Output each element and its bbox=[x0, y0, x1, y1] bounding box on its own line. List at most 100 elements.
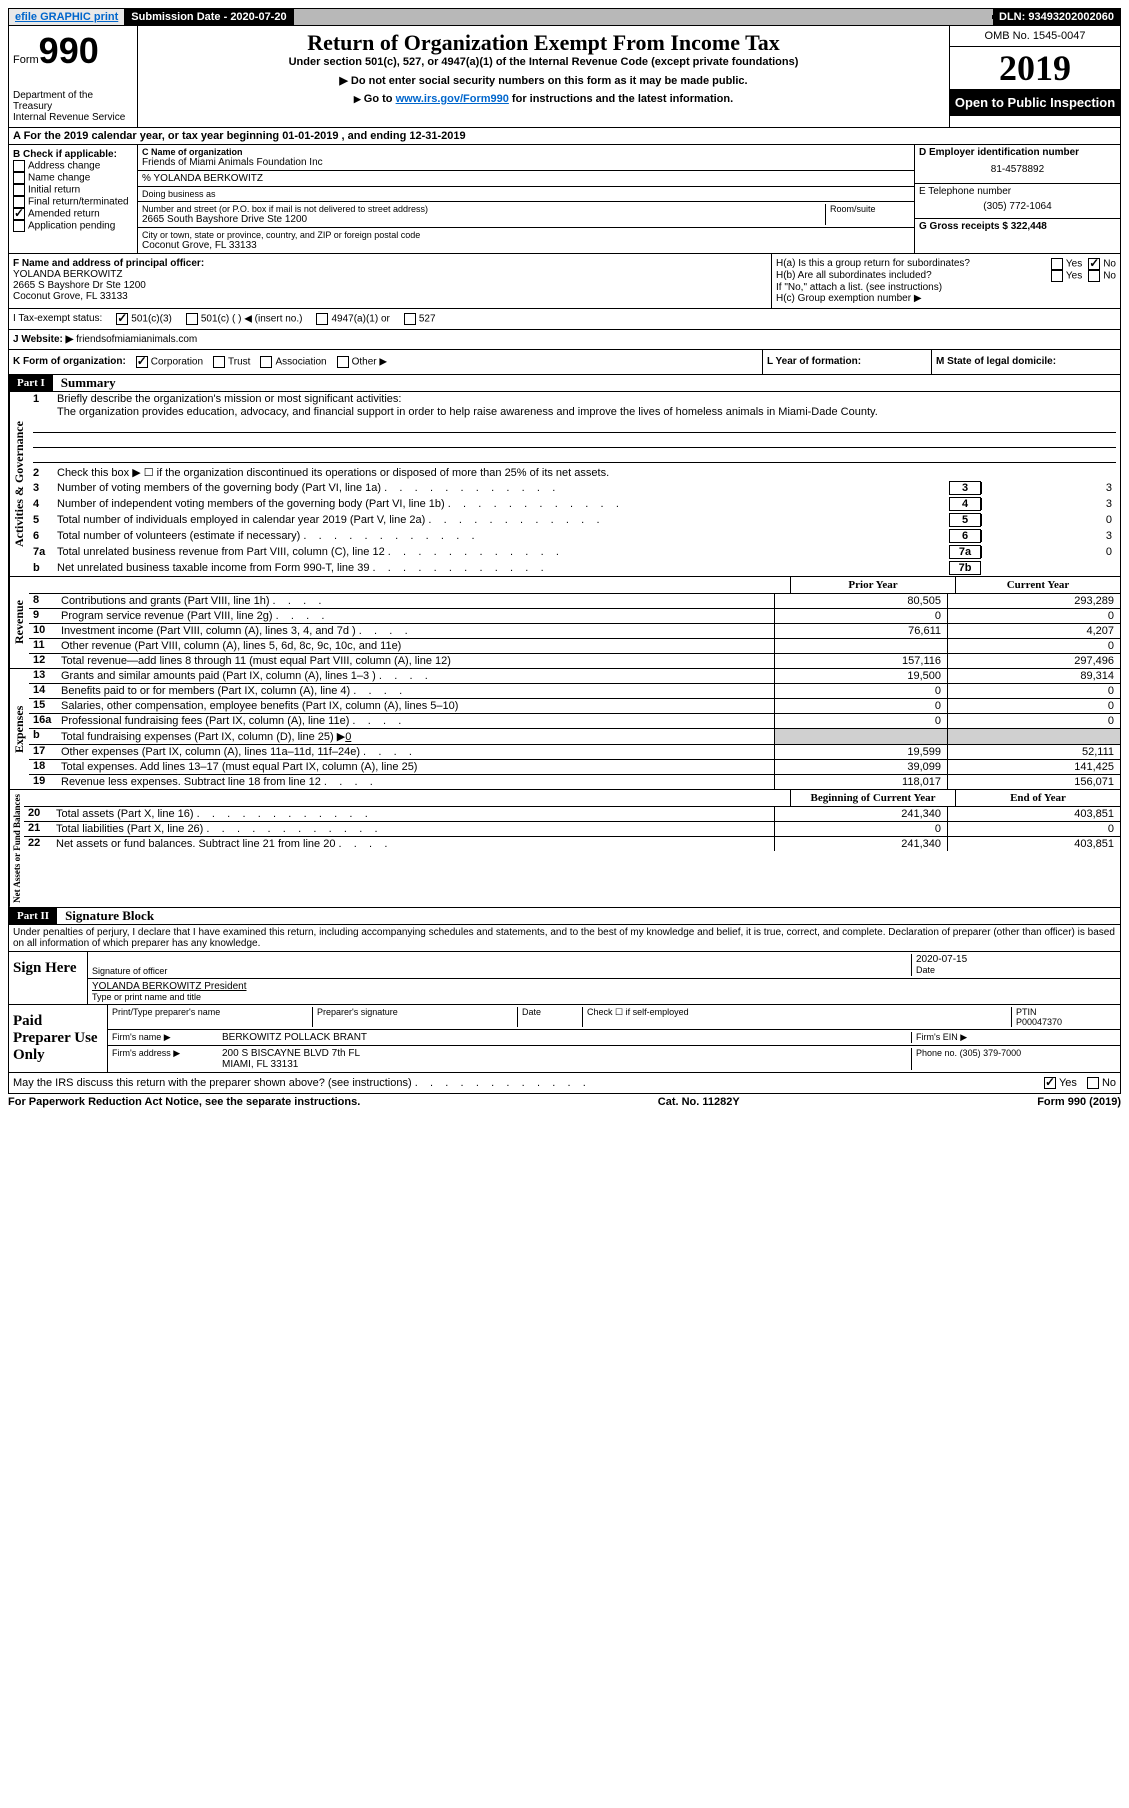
ha-no[interactable]: No bbox=[1088, 258, 1116, 270]
section-f-h: F Name and address of principal officer:… bbox=[8, 254, 1121, 309]
num-12: 12 bbox=[29, 654, 57, 668]
i-4947[interactable]: 4947(a)(1) or bbox=[316, 313, 389, 325]
yes-label: Yes bbox=[1059, 1077, 1077, 1089]
py-16a: 0 bbox=[774, 714, 947, 728]
cb-addr[interactable]: Address change bbox=[13, 160, 133, 172]
hb-row: H(b) Are all subordinates included? Yes … bbox=[776, 270, 1116, 282]
num-4: 4 bbox=[33, 498, 57, 510]
line-13: 13Grants and similar amounts paid (Part … bbox=[29, 669, 1120, 683]
col-c: C Name of organization Friends of Miami … bbox=[138, 145, 914, 253]
k-corp[interactable]: Corporation bbox=[136, 356, 203, 368]
firm-phone-cell: Phone no. (305) 379-7000 bbox=[911, 1048, 1116, 1070]
l6-text: Total number of volunteers (estimate if … bbox=[57, 530, 949, 542]
side-net-assets: Net Assets or Fund Balances bbox=[9, 790, 24, 907]
dept-treasury: Department of the Treasury bbox=[13, 90, 133, 112]
cb-name[interactable]: Name change bbox=[13, 172, 133, 184]
l14-text: Benefits paid to or for members (Part IX… bbox=[57, 684, 774, 698]
self-employed-check[interactable]: Check ☐ if self-employed bbox=[582, 1007, 1011, 1027]
num-17: 17 bbox=[29, 745, 57, 759]
type-name-label: Type or print name and title bbox=[92, 992, 1116, 1002]
l20-text: Total assets (Part X, line 16) bbox=[52, 807, 774, 821]
form-header: Form990 Department of the Treasury Inter… bbox=[8, 26, 1121, 128]
l15-text: Salaries, other compensation, employee b… bbox=[57, 699, 774, 713]
checkbox-icon bbox=[213, 356, 225, 368]
line-3: 3Number of voting members of the governi… bbox=[29, 480, 1120, 496]
cy-17: 52,111 bbox=[947, 745, 1120, 759]
k-trust[interactable]: Trust bbox=[213, 356, 250, 368]
i-501c[interactable]: 501(c) ( ) ◀ (insert no.) bbox=[186, 313, 303, 325]
num-9: 9 bbox=[29, 609, 57, 623]
section-b-c-d: B Check if applicable: Address change Na… bbox=[8, 145, 1121, 254]
l22-text: Net assets or fund balances. Subtract li… bbox=[52, 837, 774, 851]
form-word: Form bbox=[13, 54, 39, 66]
cb-final[interactable]: Final return/terminated bbox=[13, 196, 133, 208]
form-990-label: Form990 bbox=[13, 30, 133, 72]
i-501c3[interactable]: 501(c)(3) bbox=[116, 313, 172, 325]
checkbox-icon bbox=[1051, 270, 1063, 282]
num-18: 18 bbox=[29, 760, 57, 774]
cb-app[interactable]: Application pending bbox=[13, 220, 133, 232]
cy-16a: 0 bbox=[947, 714, 1120, 728]
j-label: J Website: ▶ bbox=[13, 334, 73, 345]
sig-officer-label: Signature of officer bbox=[92, 954, 911, 976]
cy-18: 141,425 bbox=[947, 760, 1120, 774]
py-10: 76,611 bbox=[774, 624, 947, 638]
cy-22: 403,851 bbox=[947, 837, 1120, 851]
cb-final-label: Final return/terminated bbox=[28, 197, 129, 208]
line-11: 11Other revenue (Part VIII, column (A), … bbox=[29, 638, 1120, 653]
hb-no[interactable]: No bbox=[1088, 270, 1116, 282]
sign-here-block: Sign Here Signature of officer 2020-07-1… bbox=[8, 952, 1121, 1005]
tel-label: E Telephone number bbox=[919, 186, 1116, 197]
hc-text: H(c) Group exemption number ▶ bbox=[776, 293, 1116, 304]
cy-11: 0 bbox=[947, 639, 1120, 653]
k-other[interactable]: Other ▶ bbox=[337, 356, 387, 368]
num-20: 20 bbox=[24, 807, 52, 821]
city-label: City or town, state or province, country… bbox=[142, 230, 910, 240]
num-15: 15 bbox=[29, 699, 57, 713]
cb-init-label: Initial return bbox=[28, 185, 80, 196]
cy-14: 0 bbox=[947, 684, 1120, 698]
discuss-no[interactable]: No bbox=[1087, 1077, 1116, 1089]
box-4: 4 bbox=[949, 497, 981, 511]
k-assoc[interactable]: Association bbox=[260, 356, 326, 368]
num-21: 21 bbox=[24, 822, 52, 836]
addr-label: Number and street (or P.O. box if mail i… bbox=[142, 204, 825, 214]
hb-yes[interactable]: Yes bbox=[1051, 270, 1082, 282]
cb-amend[interactable]: Amended return bbox=[13, 208, 133, 220]
num-14: 14 bbox=[29, 684, 57, 698]
l16a-text: Professional fundraising fees (Part IX, … bbox=[57, 714, 774, 728]
num-10: 10 bbox=[29, 624, 57, 638]
firm-phone-value: (305) 379-7000 bbox=[960, 1048, 1022, 1058]
blank-line bbox=[33, 435, 1116, 448]
ptin-value: P00047370 bbox=[1016, 1017, 1116, 1027]
py-19: 118,017 bbox=[774, 775, 947, 789]
tax-year: 2019 bbox=[950, 47, 1120, 89]
goto-arrow bbox=[354, 93, 361, 105]
k-corp-label: Corporation bbox=[151, 357, 203, 368]
efile-print-link[interactable]: efile GRAPHIC print bbox=[9, 9, 125, 25]
checkbox-icon bbox=[13, 184, 25, 196]
cb-init[interactable]: Initial return bbox=[13, 184, 133, 196]
i-527[interactable]: 527 bbox=[404, 313, 436, 325]
discuss-yes[interactable]: Yes bbox=[1044, 1077, 1077, 1089]
py-15: 0 bbox=[774, 699, 947, 713]
line-f: F Name and address of principal officer:… bbox=[9, 254, 772, 308]
ha-yes[interactable]: Yes bbox=[1051, 258, 1082, 270]
part1-title: Summary bbox=[53, 375, 116, 391]
hb-text: H(b) Are all subordinates included? bbox=[776, 270, 1051, 282]
side-revenue: Revenue bbox=[9, 577, 29, 668]
goto-pre: Go to bbox=[364, 93, 396, 105]
discuss-text: May the IRS discuss this return with the… bbox=[13, 1077, 1044, 1089]
l10-text: Investment income (Part VIII, column (A)… bbox=[57, 624, 774, 638]
form990-link[interactable]: www.irs.gov/Form990 bbox=[396, 93, 509, 105]
ein-label: D Employer identification number bbox=[919, 147, 1116, 158]
ptin-label: PTIN bbox=[1016, 1007, 1116, 1017]
submission-date: Submission Date - 2020-07-20 bbox=[125, 9, 293, 25]
line-10: 10Investment income (Part VIII, column (… bbox=[29, 623, 1120, 638]
line-9: 9Program service revenue (Part VIII, lin… bbox=[29, 608, 1120, 623]
line-6: 6Total number of volunteers (estimate if… bbox=[29, 528, 1120, 544]
part2-header-row: Part II Signature Block bbox=[8, 908, 1121, 925]
tel-value: (305) 772-1064 bbox=[919, 197, 1116, 216]
line-8: 8Contributions and grants (Part VIII, li… bbox=[29, 593, 1120, 608]
box-7b: 7b bbox=[949, 561, 981, 575]
